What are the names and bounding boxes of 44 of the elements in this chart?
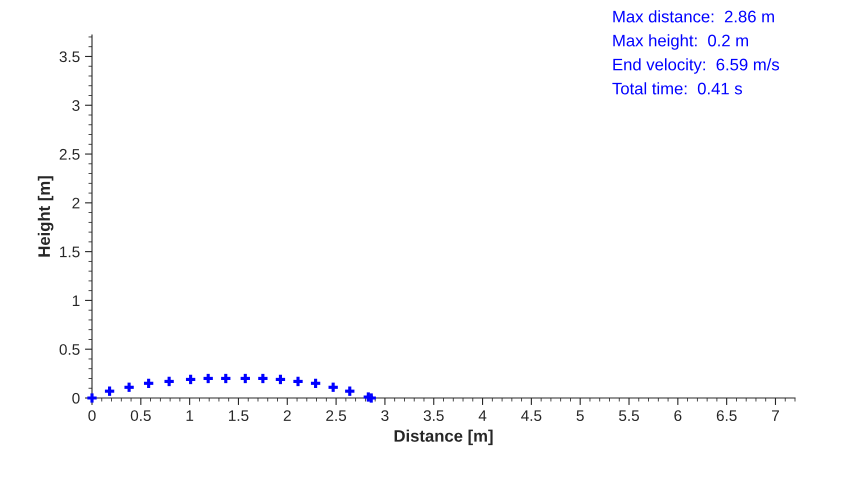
point: [293, 376, 303, 386]
x-tick-label: 4: [478, 410, 486, 421]
point: [328, 382, 338, 392]
x-tick-label: 1: [186, 410, 194, 421]
point: [204, 374, 213, 384]
annotation: End velocity: 6.59 m/s: [613, 58, 780, 74]
point: [240, 374, 250, 384]
x-tick-label: 5.5: [619, 410, 639, 422]
point: [124, 382, 134, 392]
point: [276, 374, 286, 384]
point: [310, 378, 320, 388]
y-tick-label: 3: [72, 100, 80, 111]
y-tick-label: 0: [72, 392, 80, 404]
text: Max distance: 2.86 m: [613, 10, 774, 22]
point: [345, 386, 354, 396]
x-tick-label: 3.5: [424, 410, 444, 422]
x-tick-label: 0.5: [130, 410, 151, 422]
x-tick-label: 0: [88, 410, 96, 422]
point: [221, 374, 230, 384]
y-tick-label: 3.5: [60, 51, 80, 62]
y-tick-label: 2.5: [60, 148, 80, 160]
annotation: Total time: 0.41 s: [612, 82, 742, 94]
x-tick-label: 1.5: [229, 410, 248, 422]
y-tick-label: 0.5: [60, 344, 80, 355]
point: [366, 393, 376, 403]
x-tick-label: 3: [381, 410, 388, 422]
x-tick-label: 2: [284, 410, 291, 421]
y-tick-label: 1: [72, 295, 80, 306]
point: [164, 376, 174, 386]
x-tick-label: 7: [772, 410, 779, 421]
point: [258, 374, 268, 384]
annotation: Max height: 0.2 m: [613, 34, 748, 50]
y-tick-label: 2: [72, 198, 80, 208]
x-tick-label: 4.5: [521, 410, 542, 422]
x-tick-label: 6: [674, 410, 682, 422]
x-tick-label: 2.5: [326, 410, 346, 422]
point: [186, 374, 196, 384]
x-tick-label: 6.5: [716, 410, 737, 422]
y-tick-label: 1.5: [60, 246, 80, 258]
point: [104, 386, 114, 396]
x-tick-label: 5: [576, 410, 584, 422]
point: [144, 378, 154, 388]
y-axis-title: Height [m]: [38, 176, 54, 257]
x-axis-title: Distance [m]: [394, 430, 493, 446]
